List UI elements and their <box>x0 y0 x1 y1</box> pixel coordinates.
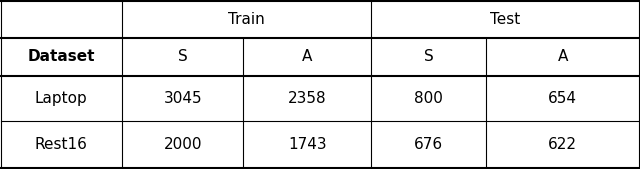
Text: A: A <box>557 49 568 64</box>
Text: 800: 800 <box>414 91 443 106</box>
Text: 2000: 2000 <box>163 137 202 152</box>
Text: 622: 622 <box>548 137 577 152</box>
Text: 676: 676 <box>414 137 443 152</box>
Text: Dataset: Dataset <box>28 49 95 64</box>
Text: S: S <box>424 49 433 64</box>
Text: Test: Test <box>490 12 520 27</box>
Text: 3045: 3045 <box>163 91 202 106</box>
Text: 1743: 1743 <box>288 137 326 152</box>
Text: A: A <box>302 49 312 64</box>
Text: Rest16: Rest16 <box>35 137 88 152</box>
Text: Laptop: Laptop <box>35 91 88 106</box>
Text: Train: Train <box>228 12 265 27</box>
Text: 2358: 2358 <box>288 91 326 106</box>
Text: S: S <box>178 49 188 64</box>
Text: 654: 654 <box>548 91 577 106</box>
